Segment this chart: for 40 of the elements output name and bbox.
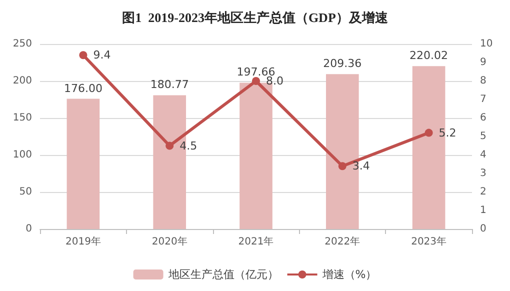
- y2-tick-label: 8: [480, 76, 486, 86]
- point: [252, 77, 260, 85]
- x-tick-label: 2021年: [238, 236, 274, 248]
- y-tick-label: 0: [26, 224, 32, 234]
- y-tick-label: 100: [12, 150, 32, 160]
- data-label: 3.4: [352, 160, 370, 173]
- y2-tick-label: 3: [480, 168, 486, 179]
- data-label: 5.2: [438, 126, 456, 140]
- point: [338, 162, 346, 170]
- y2-tick-label: 2: [480, 186, 486, 198]
- y2-tick-label: 0: [480, 224, 486, 234]
- x-tick-label: 2020年: [152, 236, 188, 248]
- y2-tick-label: 4: [480, 150, 486, 160]
- y2-tick-label: 1: [480, 205, 486, 216]
- data-label: 220.02: [410, 49, 448, 62]
- y2-tick-label: 9: [480, 57, 486, 68]
- data-label: 180.77: [150, 78, 189, 92]
- data-label: 176.00: [64, 82, 102, 95]
- data-label: 4.5: [180, 139, 198, 152]
- x-tick-label: 2022年: [324, 236, 360, 248]
- y2-tick-label: 5: [480, 131, 486, 142]
- bar: [66, 98, 100, 229]
- point: [79, 51, 88, 60]
- data-label: 209.36: [323, 57, 362, 70]
- point: [166, 142, 174, 150]
- legend-label: 增速（%）: [321, 268, 377, 281]
- y-tick-label: 150: [12, 112, 32, 124]
- data-label: 8.0: [266, 74, 284, 88]
- y-tick-label: 200: [12, 76, 32, 86]
- y-tick-label: 50: [19, 186, 32, 198]
- y2-tick-label: 6: [480, 112, 486, 124]
- y-tick-label: 250: [12, 38, 32, 50]
- point: [424, 128, 433, 137]
- data-label: 9.4: [93, 48, 111, 62]
- x-tick-label: 2019年: [65, 236, 101, 248]
- chart-title: 图1 2019-2023年地区生产总值（GDP）及增速: [122, 10, 389, 25]
- x-tick-label: 2023年: [411, 236, 447, 248]
- y2-tick-label: 7: [480, 94, 486, 105]
- legend-label: 地区生产总值（亿元）: [167, 268, 278, 281]
- y2-tick-label: 10: [480, 38, 493, 50]
